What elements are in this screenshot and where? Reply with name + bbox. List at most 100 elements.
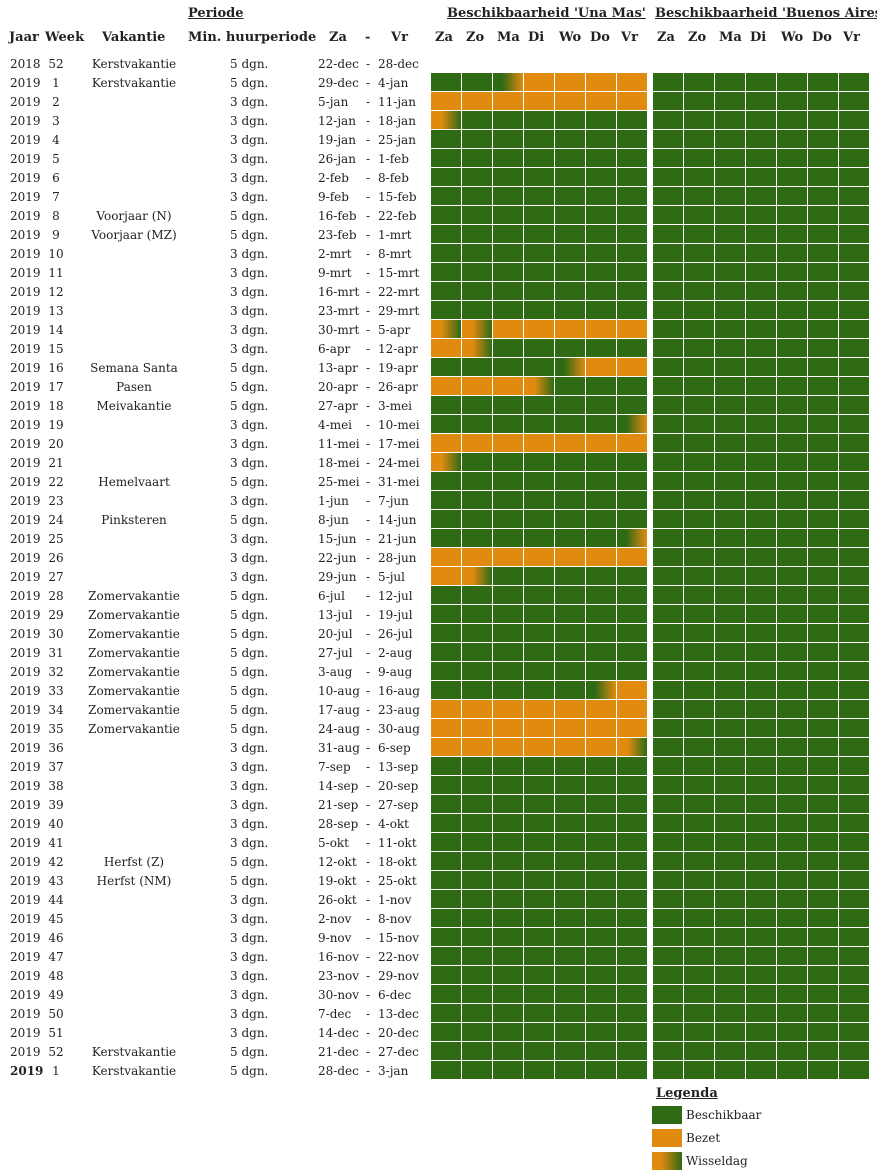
available-cell [586,985,616,1003]
booked-cell [431,92,461,110]
available-cell [493,567,523,585]
available-cell [715,263,745,281]
available-cell [808,871,838,889]
available-cell [653,339,683,357]
available-cell [839,966,869,984]
una-day-header-za: Za [435,30,453,45]
available-cell [746,510,776,528]
min-rental-cell: 3 dgn. [230,114,269,128]
available-cell [684,168,714,186]
available-cell [715,909,745,927]
available-cell [493,795,523,813]
available-cell [493,776,523,794]
booked-cell [524,719,554,737]
available-cell [777,757,807,775]
date-dash: - [366,760,371,774]
available-cell [493,662,523,680]
available-cell [653,567,683,585]
booked-cell [431,567,461,585]
available-cell [653,529,683,547]
booked-cell [493,548,523,566]
available-cell [684,244,714,262]
available-cell [653,244,683,262]
available-cell [839,776,869,794]
available-cell [493,130,523,148]
una-mas-header: Beschikbaarheid 'Una Mas' [447,6,646,21]
available-cell [555,643,585,661]
table-row: 2019 35 Zomervakantie 5 dgn. 24-aug -30-aug [0,720,430,739]
vacation-cell: Hemelvaart [98,475,170,489]
year-cell: 2019 [10,722,41,736]
table-row: 2019 34 Zomervakantie 5 dgn. 17-aug -23-aug [0,701,430,720]
available-cell [653,282,683,300]
year-cell: 2019 [10,133,41,147]
available-cell [462,282,492,300]
booked-cell [555,320,585,338]
available-cell [586,1042,616,1060]
available-cell [715,776,745,794]
available-cell [617,814,647,832]
date-dash: - [366,741,371,755]
date-from-cell: 28-dec [318,1064,359,1078]
available-cell [462,168,492,186]
table-row: 2019 48 3 dgn. 23-nov -29-nov [0,967,430,986]
table-row: 2019 36 3 dgn. 31-aug -6-sep [0,739,430,758]
date-to-cell: 4-jan [378,76,409,90]
date-from-cell: 4-mei [318,418,353,432]
date-to-cell: 4-okt [378,817,410,831]
available-cell [746,871,776,889]
available-cell [555,947,585,965]
available-cell [493,757,523,775]
available-cell [684,548,714,566]
available-cell [524,757,554,775]
available-cell [684,92,714,110]
available-cell [808,833,838,851]
vacation-cell: Herfst (Z) [103,855,165,869]
available-cell [524,681,554,699]
available-cell [462,111,492,129]
vacation-cell: Zomervakantie [88,627,180,641]
available-cell [653,1023,683,1041]
available-cell [462,966,492,984]
date-from-cell: 23-nov [318,969,360,983]
available-cell [777,643,807,661]
available-cell [586,130,616,148]
available-cell [617,339,647,357]
date-to-cell: 22-mrt [378,285,420,299]
available-cell [684,700,714,718]
booked-cell [462,92,492,110]
year-cell: 2019 [10,152,41,166]
available-cell [839,605,869,623]
available-cell [431,472,461,490]
booked-cell [431,700,461,718]
date-to-cell: 19-apr [378,361,418,375]
available-cell [431,206,461,224]
date-dash: - [366,342,371,356]
available-cell [684,529,714,547]
available-cell [617,909,647,927]
date-from-cell: 26-okt [318,893,357,907]
available-cell [493,244,523,262]
col-vr-header: Vr [391,30,408,45]
available-cell [715,149,745,167]
available-cell [431,795,461,813]
available-cell [524,263,554,281]
available-cell [808,757,838,775]
date-dash: - [366,380,371,394]
available-cell [684,339,714,357]
available-cell [653,605,683,623]
available-cell [777,263,807,281]
available-cell [555,586,585,604]
available-cell [684,149,714,167]
booked-cell [462,377,492,395]
available-cell [462,833,492,851]
table-row: 2019 21 3 dgn. 18-mei -24-mei [0,454,430,473]
date-to-cell: 8-mrt [378,247,412,261]
year-cell: 2019 [10,950,41,964]
available-cell [746,244,776,262]
available-cell [524,415,554,433]
date-dash: - [366,152,371,166]
date-dash: - [366,475,371,489]
available-cell [653,206,683,224]
available-cell [431,1004,461,1022]
